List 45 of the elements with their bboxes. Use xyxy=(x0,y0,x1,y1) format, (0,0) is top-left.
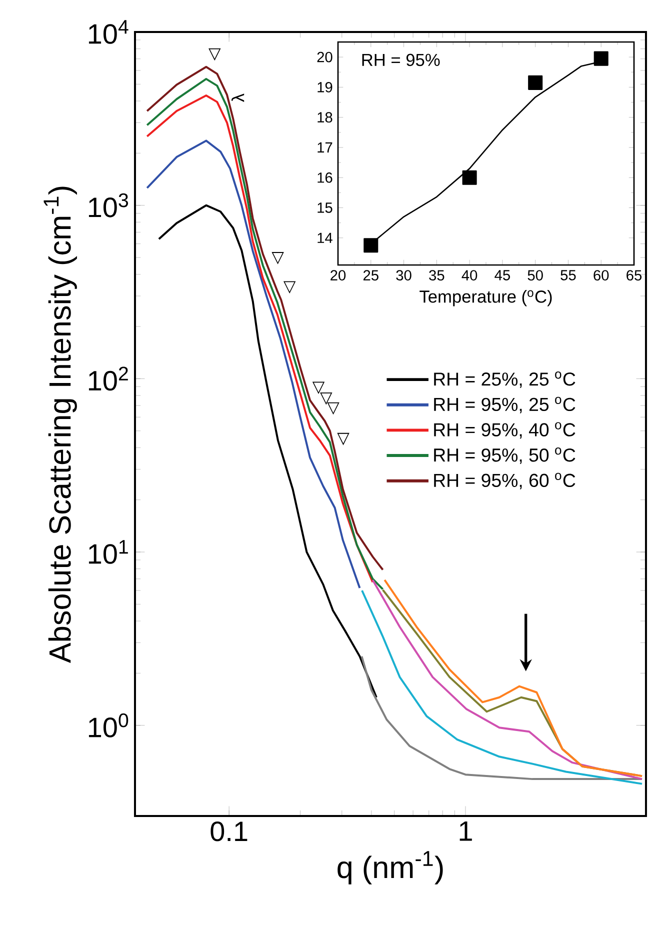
legend-label: RH = 95%, 60 $^{o}$C xyxy=(434,472,576,490)
x-tick-label: 45 xyxy=(494,270,510,280)
annotation: ▽ xyxy=(208,48,221,61)
y-tick-label: 10$^{1}$ xyxy=(88,540,128,564)
x-tick-label: 40 xyxy=(462,270,478,280)
legend-label: RH = 95%, 25 $^{o}$C xyxy=(434,396,576,414)
x-tick-label: 50 xyxy=(528,270,543,280)
point xyxy=(364,238,378,253)
y-tick-label: 19 xyxy=(318,82,332,92)
y-axis-title: Absolute Scattering Intensity (cm$^{-1}$) xyxy=(44,186,77,664)
annotation: ▽ xyxy=(272,252,284,264)
y-tick-label: 14 xyxy=(318,232,332,243)
y-axis-title: λ xyxy=(232,94,244,102)
x-tick-label: 0.1 xyxy=(210,821,248,842)
y-tick-label: 10$^{4}$ xyxy=(88,20,128,44)
point xyxy=(528,75,543,90)
point xyxy=(594,51,608,66)
legend-label: RH = 95%, 50 $^{o}$C xyxy=(434,448,576,464)
x-tick-label: 30 xyxy=(396,270,412,280)
x-tick-label: 1 xyxy=(460,821,472,841)
annotation: ▽ xyxy=(320,392,332,405)
x-axis-title: Temperature ($^{o}$C) xyxy=(420,290,552,306)
x-tick-label: 60 xyxy=(594,270,609,280)
point xyxy=(462,170,477,185)
legend-label: RH = 95%, 40 $^{o}$C xyxy=(434,422,576,439)
x-tick-label: 20 xyxy=(330,270,346,280)
x-axis-title: q (nm$^{-1}$) xyxy=(338,851,443,884)
annotation: ▽ xyxy=(312,382,325,394)
annotation: RH = 95% xyxy=(362,54,440,66)
y-tick-label: 10$^{2}$ xyxy=(88,366,128,391)
y-tick-label: 15 xyxy=(318,202,332,213)
legend-label: RH = 25%, 25 $^{o}$C xyxy=(434,372,576,388)
x-tick-label: 25 xyxy=(363,270,378,280)
x-tick-label: 35 xyxy=(429,270,444,280)
x-tick-label: 65 xyxy=(626,270,642,280)
annotation: ▽ xyxy=(283,281,296,294)
annotation: ▽ xyxy=(327,402,340,415)
y-tick-label: 10$^{0}$ xyxy=(88,713,128,738)
annotation: ▽ xyxy=(337,432,350,446)
y-tick-label: 10$^{3}$ xyxy=(88,193,128,218)
y-tick-label: 16 xyxy=(318,172,332,183)
y-tick-label: 20 xyxy=(317,52,332,62)
y-tick-label: 18 xyxy=(318,112,332,123)
y-tick-label: 17 xyxy=(318,142,332,153)
x-tick-label: 55 xyxy=(560,270,576,280)
